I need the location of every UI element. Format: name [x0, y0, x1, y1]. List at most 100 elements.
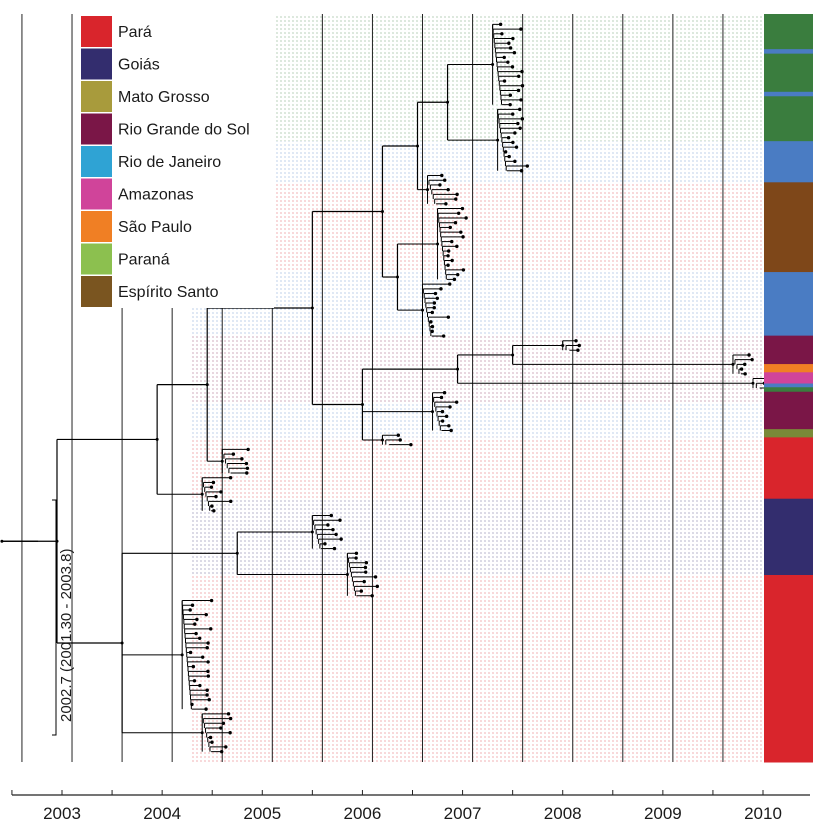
- tip-node: [206, 660, 210, 664]
- tip-node: [455, 192, 459, 197]
- tip-node: [511, 36, 515, 41]
- tip-node: [373, 575, 378, 579]
- tip-node: [525, 164, 529, 168]
- tip-node: [323, 542, 327, 546]
- tip-node: [214, 494, 218, 499]
- tip-node: [450, 258, 454, 263]
- x-tick-label: 2009: [644, 804, 682, 823]
- location-bar-segment: [764, 14, 813, 50]
- tip-node: [219, 749, 224, 754]
- tip-node: [513, 159, 517, 164]
- tip-node: [448, 225, 452, 230]
- tip-node: [506, 60, 510, 64]
- tip-node: [450, 239, 454, 244]
- location-bar-segment: [764, 383, 813, 388]
- tip-node: [433, 291, 438, 296]
- legend-swatch: [81, 146, 112, 177]
- tip-node: [198, 683, 202, 688]
- tip-node: [409, 442, 413, 447]
- tip-node: [446, 249, 451, 253]
- tip-node: [438, 183, 442, 187]
- tree-shading-layer: [192, 14, 763, 762]
- tip-node: [444, 414, 449, 419]
- tip-node: [338, 518, 342, 522]
- tip-node: [502, 55, 506, 60]
- tip-node: [375, 584, 379, 589]
- tip-node: [212, 509, 216, 513]
- tip-node: [354, 551, 359, 555]
- tip-node: [354, 556, 358, 560]
- location-bar-segment: [764, 182, 813, 273]
- shading-band: [192, 575, 763, 762]
- tip-node: [430, 310, 435, 315]
- tip-node: [224, 745, 228, 749]
- tip-node: [329, 513, 334, 518]
- tip-node: [498, 22, 503, 27]
- tip-node: [228, 716, 233, 721]
- tip-node: [574, 339, 578, 343]
- location-bar-segment: [764, 49, 813, 55]
- tip-node: [446, 315, 451, 319]
- tip-node: [363, 570, 368, 574]
- location-bar-segment: [764, 141, 813, 183]
- x-tick-label: 2005: [243, 804, 281, 823]
- tip-node: [507, 41, 511, 45]
- location-bar-segment: [764, 91, 813, 97]
- shading-band: [192, 272, 763, 336]
- tip-node: [520, 117, 525, 121]
- tip-node: [188, 608, 192, 612]
- tip-node: [331, 527, 335, 532]
- tip-node: [429, 320, 433, 324]
- tip-node: [747, 353, 751, 357]
- location-color-bar: [764, 14, 813, 763]
- tip-node: [326, 523, 330, 527]
- tip-node: [449, 428, 453, 433]
- tip-node: [456, 211, 461, 215]
- tip-node: [513, 131, 517, 135]
- time-axis: 2003 2004 2005 2006 2007 2008 2009 2010: [11, 790, 810, 823]
- tip-node: [204, 612, 208, 617]
- tip-node: [516, 74, 521, 79]
- tree-branches: [0, 22, 778, 754]
- legend-swatch: [81, 276, 112, 307]
- tip-node: [226, 712, 231, 716]
- tip-node: [507, 154, 511, 159]
- legend-label: Rio de Janeiro: [118, 154, 221, 171]
- location-bar-segment: [764, 391, 813, 430]
- tip-node: [206, 641, 210, 645]
- tip-node: [520, 69, 524, 74]
- tip-node: [200, 655, 205, 659]
- tip-node: [231, 452, 236, 456]
- tip-node: [452, 277, 457, 282]
- tip-node: [190, 603, 195, 607]
- tip-node: [519, 98, 523, 102]
- tip-node: [192, 679, 197, 683]
- x-tick-label: 2004: [143, 804, 181, 823]
- shading-band: [192, 141, 763, 183]
- tip-node: [191, 664, 196, 669]
- location-bar-segment: [764, 429, 813, 438]
- tip-node: [398, 438, 402, 442]
- tip-node: [448, 282, 452, 286]
- location-bar-segment: [764, 387, 813, 393]
- tip-node: [518, 126, 522, 130]
- tip-node: [500, 32, 504, 36]
- tip-node: [446, 187, 450, 192]
- tip-node: [332, 546, 337, 551]
- tip-node: [443, 178, 447, 182]
- tip-node: [454, 400, 459, 404]
- tip-node: [190, 702, 194, 707]
- tip-node: [441, 334, 446, 338]
- tip-node: [370, 594, 374, 598]
- legend-label: Goiás: [118, 57, 160, 74]
- tip-node: [229, 499, 233, 504]
- tip-node: [209, 485, 214, 489]
- tip-node: [197, 636, 202, 640]
- tip-node: [502, 79, 507, 83]
- tip-node: [204, 707, 208, 711]
- tip-node: [514, 145, 519, 149]
- tip-node: [209, 627, 213, 631]
- tip-node: [205, 688, 209, 692]
- tip-node: [503, 150, 508, 154]
